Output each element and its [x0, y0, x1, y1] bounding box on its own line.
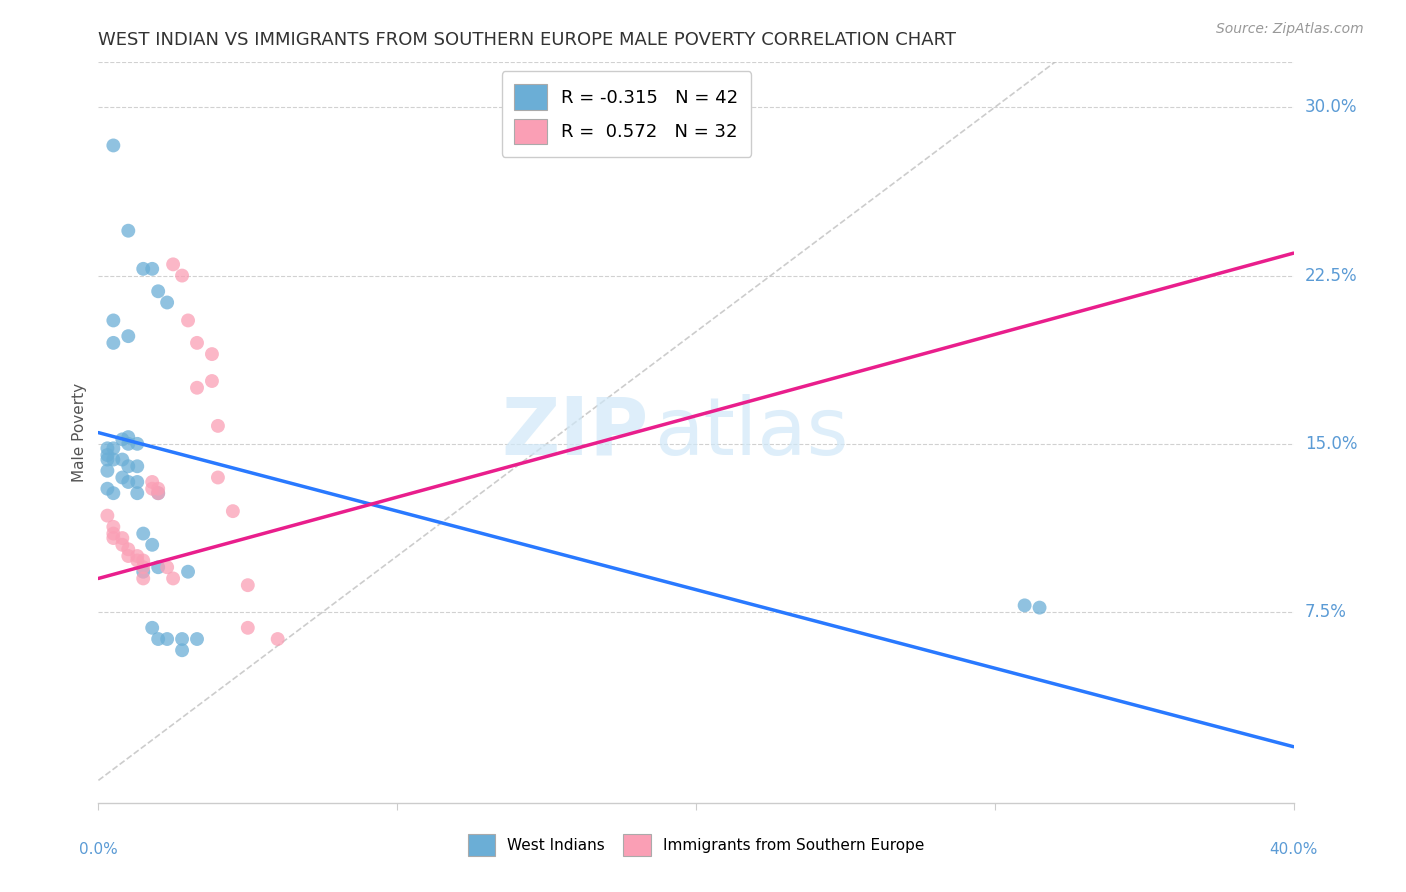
Point	[117, 224, 139, 238]
Point	[148, 632, 170, 646]
Point	[127, 459, 149, 474]
Point	[96, 508, 118, 523]
Point	[111, 538, 134, 552]
Point	[148, 482, 170, 496]
Point	[141, 475, 163, 489]
Point	[162, 257, 184, 271]
Legend: R = -0.315   N = 42, R =  0.572   N = 32: R = -0.315 N = 42, R = 0.572 N = 32	[502, 71, 751, 157]
Point	[103, 442, 125, 456]
Point	[103, 531, 125, 545]
Text: 7.5%: 7.5%	[1305, 603, 1347, 621]
Y-axis label: Male Poverty: Male Poverty	[72, 383, 87, 483]
Point	[201, 347, 224, 361]
Point	[156, 295, 179, 310]
Point	[222, 504, 245, 518]
Point	[186, 632, 208, 646]
Point	[132, 560, 155, 574]
Text: WEST INDIAN VS IMMIGRANTS FROM SOUTHERN EUROPE MALE POVERTY CORRELATION CHART: WEST INDIAN VS IMMIGRANTS FROM SOUTHERN …	[98, 31, 956, 49]
Text: 0.0%: 0.0%	[79, 842, 118, 856]
Point	[96, 452, 118, 467]
Point	[117, 329, 139, 343]
Text: ZIP: ZIP	[501, 393, 648, 472]
Text: Source: ZipAtlas.com: Source: ZipAtlas.com	[1216, 22, 1364, 37]
Point	[111, 452, 134, 467]
Point	[103, 520, 125, 534]
Point	[117, 549, 139, 563]
Point	[148, 486, 170, 500]
Point	[201, 374, 224, 388]
Point	[103, 486, 125, 500]
Point	[103, 138, 125, 153]
Point	[117, 430, 139, 444]
Point	[186, 335, 208, 350]
Point	[186, 381, 208, 395]
Point	[132, 565, 155, 579]
Point	[172, 268, 194, 283]
Point	[177, 313, 200, 327]
Point	[111, 531, 134, 545]
Point	[96, 442, 118, 456]
Point	[141, 621, 163, 635]
Point	[236, 621, 259, 635]
Text: 15.0%: 15.0%	[1305, 434, 1357, 453]
Point	[117, 459, 139, 474]
Point	[103, 313, 125, 327]
Point	[141, 482, 163, 496]
Point	[207, 418, 229, 433]
Point	[148, 486, 170, 500]
Point	[127, 486, 149, 500]
Point	[148, 560, 170, 574]
Point	[141, 538, 163, 552]
Point	[177, 565, 200, 579]
Point	[162, 571, 184, 585]
Point	[127, 553, 149, 567]
Point	[1028, 600, 1050, 615]
Point	[148, 285, 170, 299]
Point	[132, 261, 155, 276]
Point	[127, 549, 149, 563]
Point	[117, 475, 139, 489]
Point	[117, 437, 139, 451]
Point	[132, 571, 155, 585]
Point	[207, 470, 229, 484]
Point	[172, 632, 194, 646]
Point	[103, 335, 125, 350]
Point	[96, 482, 118, 496]
Point	[1014, 599, 1036, 613]
Point	[156, 560, 179, 574]
Text: 40.0%: 40.0%	[1270, 842, 1317, 856]
Point	[103, 526, 125, 541]
Point	[156, 632, 179, 646]
Point	[103, 452, 125, 467]
Point	[132, 526, 155, 541]
Text: 30.0%: 30.0%	[1305, 98, 1357, 116]
Point	[96, 464, 118, 478]
Point	[111, 433, 134, 447]
Point	[141, 261, 163, 276]
Point	[127, 475, 149, 489]
Point	[111, 470, 134, 484]
Point	[117, 542, 139, 557]
Text: atlas: atlas	[654, 393, 848, 472]
Point	[96, 448, 118, 462]
Point	[127, 437, 149, 451]
Point	[267, 632, 290, 646]
Point	[132, 553, 155, 567]
Point	[236, 578, 259, 592]
Text: 22.5%: 22.5%	[1305, 267, 1357, 285]
Point	[172, 643, 194, 657]
